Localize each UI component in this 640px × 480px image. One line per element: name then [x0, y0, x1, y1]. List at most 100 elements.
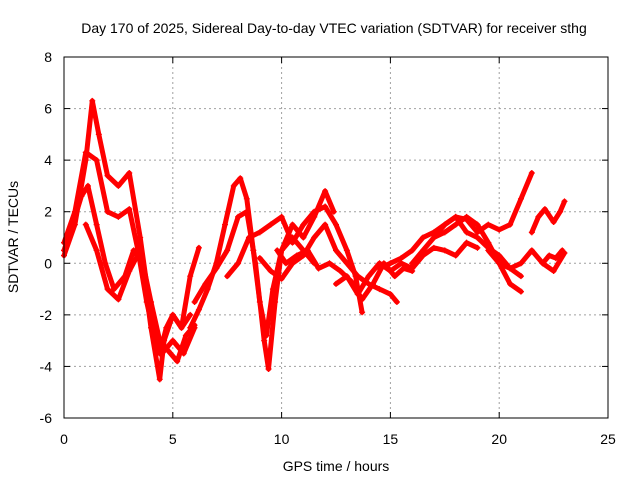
- data-point: [474, 244, 481, 251]
- data-point: [224, 273, 231, 280]
- data-point: [187, 311, 194, 318]
- data-point: [191, 298, 198, 305]
- data-point: [69, 221, 76, 228]
- data-point: [485, 239, 492, 246]
- data-point: [311, 234, 318, 241]
- data-point: [289, 221, 296, 228]
- data-point: [148, 298, 155, 305]
- data-point: [165, 347, 172, 354]
- series-layer: [61, 97, 568, 383]
- data-point: [195, 306, 202, 313]
- data-point: [224, 247, 231, 254]
- series-line: [257, 222, 400, 305]
- data-point: [111, 286, 118, 293]
- data-point: [126, 170, 133, 177]
- data-point: [376, 265, 383, 272]
- data-point: [485, 221, 492, 228]
- data-point: [333, 247, 339, 254]
- data-point: [195, 244, 202, 251]
- y-tick-label: -4: [40, 358, 53, 374]
- series-satellite-13: [430, 213, 524, 295]
- x-tick-label: 5: [169, 431, 177, 447]
- data-point: [278, 275, 285, 282]
- data-point: [78, 193, 85, 200]
- data-point: [561, 198, 568, 205]
- data-point: [507, 265, 514, 272]
- data-point: [354, 273, 361, 280]
- data-point: [261, 337, 268, 344]
- series-line: [529, 198, 567, 235]
- data-point: [115, 213, 122, 220]
- data-point: [550, 219, 557, 226]
- y-tick-label: 2: [44, 204, 52, 220]
- y-tick-label: 4: [44, 152, 52, 168]
- data-point: [187, 273, 194, 280]
- data-point: [452, 252, 459, 259]
- x-tick-label: 15: [383, 431, 399, 447]
- data-point: [115, 296, 122, 303]
- data-point: [420, 234, 427, 241]
- y-axis-title: SDTVAR / TECUs: [5, 181, 21, 293]
- data-point: [256, 255, 263, 262]
- data-point: [398, 255, 405, 262]
- data-point: [178, 324, 185, 331]
- data-point: [365, 273, 372, 280]
- data-point: [272, 298, 279, 305]
- data-point: [387, 260, 394, 267]
- grid: [64, 57, 608, 418]
- data-point: [369, 280, 376, 287]
- data-point: [496, 226, 503, 233]
- series-line: [333, 240, 480, 297]
- x-tick-label: 25: [600, 431, 616, 447]
- data-point: [528, 170, 535, 177]
- data-point: [517, 288, 524, 295]
- data-point: [148, 324, 155, 331]
- data-point: [126, 268, 133, 275]
- data-point: [343, 260, 350, 267]
- data-point: [267, 221, 274, 228]
- data-point: [187, 324, 194, 331]
- data-point: [496, 260, 503, 267]
- data-point: [430, 234, 437, 241]
- data-point: [430, 244, 437, 251]
- data-point: [387, 268, 394, 275]
- data-point: [557, 208, 564, 215]
- data-point: [243, 208, 250, 215]
- data-point: [322, 221, 329, 228]
- data-point: [552, 255, 559, 262]
- data-point: [230, 182, 237, 189]
- data-point: [235, 260, 242, 267]
- data-point: [409, 247, 416, 254]
- data-point: [359, 309, 366, 316]
- data-point: [376, 286, 383, 293]
- data-point: [343, 273, 350, 280]
- data-point: [274, 247, 281, 254]
- data-point: [213, 265, 220, 272]
- data-point: [304, 247, 311, 254]
- data-point: [174, 358, 181, 365]
- data-point: [343, 247, 350, 254]
- series-line: [61, 183, 193, 382]
- data-point: [289, 239, 296, 246]
- data-point: [104, 172, 111, 179]
- data-point: [539, 260, 546, 267]
- data-point: [130, 247, 137, 254]
- data-point: [300, 221, 307, 228]
- x-tick-label: 20: [491, 431, 507, 447]
- data-point: [93, 221, 100, 228]
- data-point: [463, 213, 470, 220]
- data-point: [517, 273, 524, 280]
- data-point: [104, 208, 111, 215]
- series-line: [409, 170, 535, 266]
- data-point: [441, 221, 448, 228]
- data-point: [550, 268, 557, 275]
- data-point: [84, 182, 91, 189]
- data-point: [409, 265, 416, 272]
- data-point: [485, 247, 492, 254]
- data-point: [93, 157, 100, 164]
- series-line: [224, 204, 365, 315]
- y-tick-label: -6: [40, 410, 53, 426]
- data-point: [463, 239, 470, 246]
- data-point: [235, 213, 242, 220]
- series-satellite-15: [528, 198, 568, 236]
